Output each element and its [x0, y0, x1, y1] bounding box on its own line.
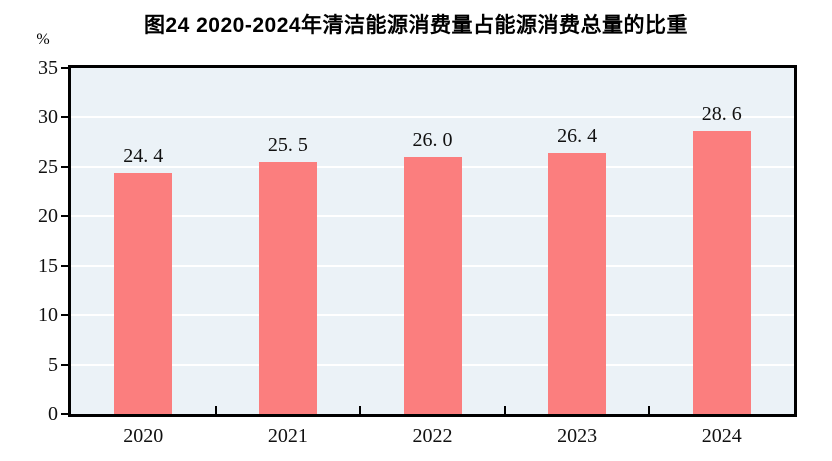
y-tick-label: 5: [48, 353, 58, 376]
plot-area: 24. 4 25. 5 26. 0 26. 4 28. 6: [68, 65, 797, 417]
y-tick-mark: [61, 215, 68, 218]
y-tick-mark: [61, 165, 68, 168]
bar-value-label: 28. 6: [701, 103, 742, 126]
x-tick-mark: [359, 406, 362, 414]
x-tick-label: 2024: [701, 425, 742, 447]
y-tick-mark: [61, 363, 68, 366]
bar: [692, 131, 751, 414]
bar-value-label: 24. 4: [123, 144, 164, 167]
x-tick-mark: [503, 406, 506, 414]
bar-value-label: 26. 4: [557, 125, 598, 148]
x-tick-label: 2020: [123, 425, 164, 447]
bar: [403, 156, 462, 414]
y-tick-label: 15: [38, 254, 58, 277]
y-tick-label: 30: [38, 106, 58, 129]
x-tick-label: 2022: [412, 425, 453, 447]
bar: [258, 161, 317, 414]
y-tick-label: 0: [48, 403, 58, 425]
y-tick-label: 25: [38, 155, 58, 178]
y-tick-label: 20: [38, 205, 58, 228]
y-tick-label: 35: [38, 57, 58, 79]
x-tick-mark: [214, 406, 217, 414]
bar: [114, 172, 173, 414]
bar: [548, 153, 607, 414]
y-axis-unit-label: %: [36, 31, 50, 48]
x-tick-mark: [648, 406, 651, 414]
bar-value-label: 25. 5: [267, 133, 308, 156]
y-tick-mark: [61, 314, 68, 317]
x-tick-label: 2021: [267, 425, 308, 447]
gridline: [71, 116, 794, 119]
y-tick-mark: [61, 264, 68, 267]
chart-title: 图24 2020-2024年清洁能源消费量占能源消费总量的比重: [143, 14, 689, 37]
y-tick-mark: [61, 67, 68, 69]
y-tick-mark: [61, 116, 68, 119]
y-tick-label: 10: [38, 304, 58, 327]
x-tick-label: 2023: [557, 425, 598, 447]
y-tick-mark: [61, 413, 68, 415]
bar-value-label: 26. 0: [412, 128, 453, 151]
